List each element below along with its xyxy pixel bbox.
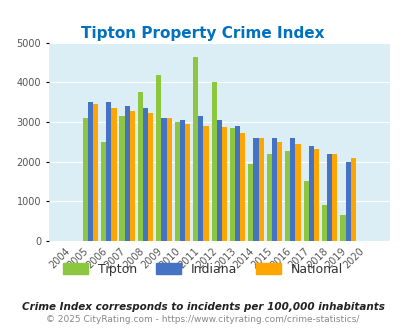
Text: Crime Index corresponds to incidents per 100,000 inhabitants: Crime Index corresponds to incidents per…: [21, 302, 384, 312]
Bar: [221, 127, 226, 241]
Bar: [83, 118, 87, 241]
Bar: [198, 116, 203, 241]
Bar: [331, 154, 337, 241]
Bar: [124, 106, 130, 241]
Bar: [148, 114, 153, 241]
Bar: [271, 138, 276, 241]
Text: © 2025 CityRating.com - https://www.cityrating.com/crime-statistics/: © 2025 CityRating.com - https://www.city…: [46, 315, 359, 324]
Legend: Tipton, Indiana, National: Tipton, Indiana, National: [58, 258, 347, 281]
Bar: [258, 138, 263, 241]
Bar: [93, 104, 98, 241]
Bar: [111, 108, 116, 241]
Bar: [284, 150, 290, 241]
Bar: [295, 144, 300, 241]
Bar: [185, 124, 190, 241]
Bar: [248, 164, 253, 241]
Bar: [130, 111, 134, 241]
Bar: [350, 158, 355, 241]
Bar: [101, 142, 106, 241]
Bar: [216, 120, 221, 241]
Bar: [308, 146, 313, 241]
Bar: [321, 205, 326, 241]
Bar: [253, 138, 258, 241]
Bar: [290, 138, 295, 241]
Bar: [143, 108, 148, 241]
Bar: [326, 154, 331, 241]
Bar: [179, 120, 185, 241]
Bar: [303, 182, 308, 241]
Bar: [106, 102, 111, 241]
Bar: [313, 148, 318, 241]
Bar: [166, 118, 171, 241]
Bar: [161, 118, 166, 241]
Bar: [203, 126, 208, 241]
Text: Tipton Property Crime Index: Tipton Property Crime Index: [81, 26, 324, 41]
Bar: [339, 215, 345, 241]
Bar: [138, 92, 143, 241]
Bar: [229, 128, 234, 241]
Bar: [276, 142, 281, 241]
Bar: [174, 122, 179, 241]
Bar: [156, 75, 161, 241]
Bar: [211, 82, 216, 241]
Bar: [266, 154, 271, 241]
Bar: [193, 57, 198, 241]
Bar: [240, 133, 245, 241]
Bar: [345, 162, 350, 241]
Bar: [87, 102, 93, 241]
Bar: [119, 116, 124, 241]
Bar: [234, 126, 240, 241]
